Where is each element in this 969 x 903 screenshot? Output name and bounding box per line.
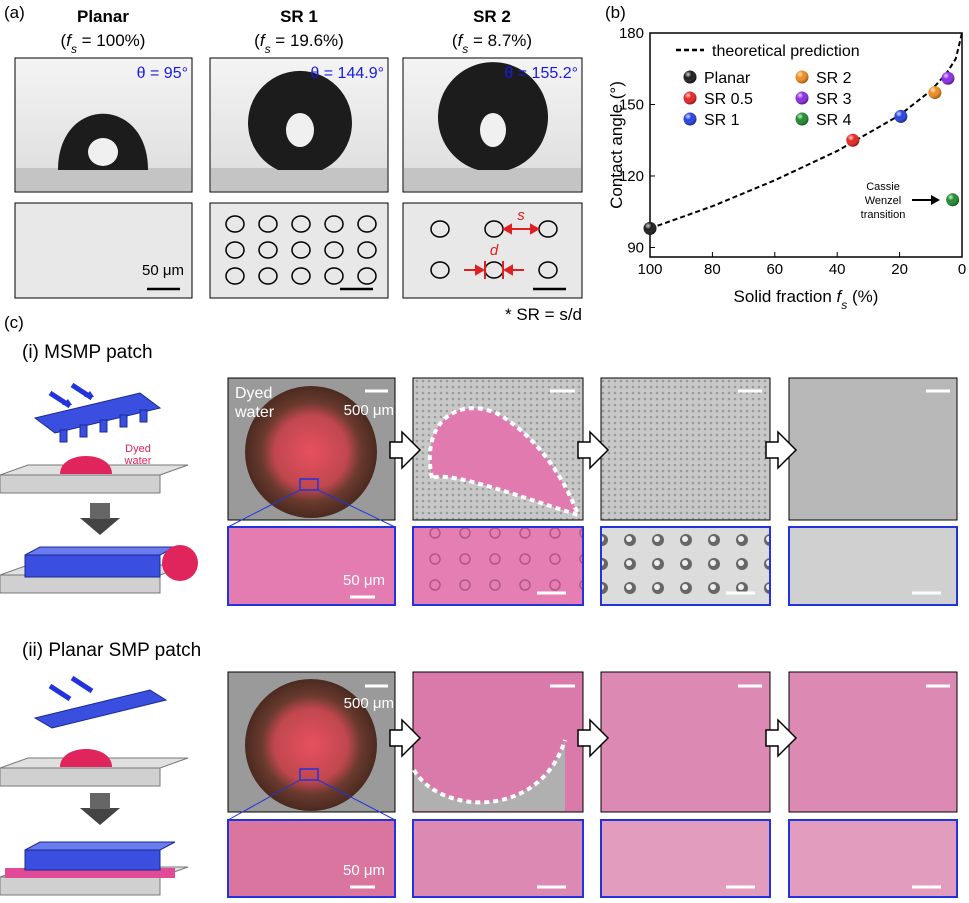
image-label: Dyed <box>235 385 272 402</box>
legend-label: SR 1 <box>704 112 740 129</box>
point-shine <box>846 133 860 147</box>
text-part: s <box>265 42 271 56</box>
text-part: ( <box>61 31 67 50</box>
text-part: = 8.7%) <box>468 31 532 50</box>
column-headers: Planar(fs = 100%)θ = 95°SR 1(fs = 19.6%)… <box>61 7 578 82</box>
note: * SR = s/d <box>505 305 582 324</box>
y-tick-label: 120 <box>619 168 644 185</box>
text-part: f <box>837 287 844 306</box>
point-shine <box>643 221 657 235</box>
point-shine <box>941 71 955 85</box>
panel-label: (c) <box>4 313 24 332</box>
x-tick-label: 100 <box>637 261 662 278</box>
column-title: SR 1 <box>280 7 318 26</box>
text-part: ( <box>452 31 458 50</box>
spacing-label: s <box>517 207 525 224</box>
x-tick-label: 20 <box>891 261 908 278</box>
x-tick-label: 60 <box>766 261 783 278</box>
scale-label: 500 μm <box>344 402 394 419</box>
text-part: Solid fraction <box>734 287 837 306</box>
legend-shine <box>795 112 809 126</box>
text-part: f <box>458 31 465 50</box>
plot-frame <box>649 32 963 258</box>
drop-label: Dyed <box>125 443 151 455</box>
angle-label: θ = 155.2° <box>504 65 578 82</box>
panel-label: (b) <box>605 3 626 22</box>
label: (fs = 100%) <box>61 31 146 56</box>
diameter-label: d <box>490 242 499 259</box>
legend-label: theoretical prediction <box>712 43 860 60</box>
row-title: (i) MSMP patch <box>22 342 153 363</box>
legend-shine <box>795 70 809 84</box>
y-tick-label: 90 <box>627 239 644 256</box>
text-part: = 19.6%) <box>271 31 344 50</box>
x-tick-label: 0 <box>958 261 966 278</box>
panel-label: (a) <box>4 3 25 22</box>
schematic <box>0 382 198 896</box>
column-title: Planar <box>77 7 129 26</box>
label: (fs = 19.6%) <box>254 31 344 56</box>
annotation-arrowhead <box>931 195 940 205</box>
text-part: = 100%) <box>77 31 146 50</box>
column-title: SR 2 <box>473 7 511 26</box>
y-axis-label: Contact angle (°) <box>607 81 626 209</box>
scale-label: 50 μm <box>343 862 385 879</box>
angle-label: θ = 144.9° <box>310 65 384 82</box>
text-part: f <box>260 31 267 50</box>
point-shine <box>894 109 908 123</box>
legend-label: SR 3 <box>816 91 852 108</box>
legend-shine <box>795 91 809 105</box>
angle-label: θ = 95° <box>137 65 188 82</box>
text-part: ( <box>254 31 260 50</box>
legend-label: SR 0.5 <box>704 91 753 108</box>
legend-shine <box>683 70 697 84</box>
panel-b: (b) Contact angle (°) 90 120 150 180 100 80 60… <box>605 3 966 312</box>
label: (fs = 8.7%) <box>452 31 532 56</box>
point-shine <box>928 86 942 100</box>
text-part: s <box>462 42 468 56</box>
scale-label: 50 μm <box>142 262 184 279</box>
annotation: Wenzel <box>865 195 901 207</box>
image <box>14 57 583 299</box>
scale-label: 50 μm <box>343 572 385 589</box>
panel-c: (c) (i) MSMP patch (ii) Planar SMP patch… <box>0 313 958 898</box>
point-shine <box>946 193 960 207</box>
legend-label: SR 4 <box>816 112 852 129</box>
legend-label: SR 2 <box>816 70 852 87</box>
x-tick-label: 80 <box>704 261 721 278</box>
y-tick-label: 150 <box>619 96 644 113</box>
scale-label: 500 μm <box>344 695 394 712</box>
label: Solid fraction fs (%) <box>734 287 879 312</box>
row-title: (ii) Planar SMP patch <box>22 640 201 661</box>
drop-label: water <box>124 455 152 467</box>
text-part: (%) <box>847 287 878 306</box>
image-label: water <box>234 404 275 421</box>
annotation: Cassie <box>866 181 900 193</box>
text-part: f <box>66 31 73 50</box>
y-tick-label: 180 <box>619 25 644 42</box>
legend-shine <box>683 112 697 126</box>
x-tick-label: 40 <box>829 261 846 278</box>
annotation: transition <box>861 209 906 221</box>
microscope-images <box>227 377 958 898</box>
text-part: s <box>841 298 847 312</box>
panel-a: (a) 50 μm s d * SR = s/d Planar(fs = 100… <box>4 3 583 324</box>
legend-shine <box>683 91 697 105</box>
text-part: s <box>71 42 77 56</box>
legend-label: Planar <box>704 70 751 87</box>
